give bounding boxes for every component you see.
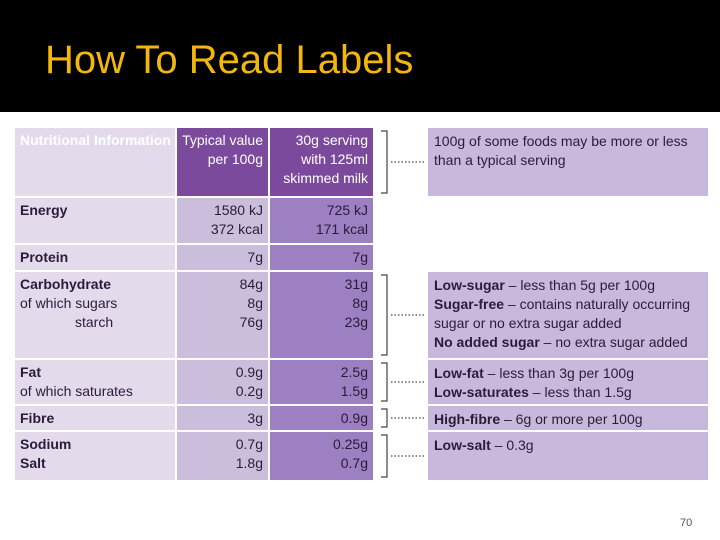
note-text: – less than 5g per 100g xyxy=(504,277,656,293)
note-box: Low-salt – 0.3g xyxy=(428,432,708,480)
note-text: – less than 1.5g xyxy=(528,384,632,400)
text-line: 8g xyxy=(352,295,368,311)
text-line: 0.25g xyxy=(332,436,368,452)
note-text: – 0.3g xyxy=(490,437,534,453)
text-line: Salt xyxy=(20,455,46,471)
bracket xyxy=(381,274,388,356)
value-cell: 3g xyxy=(177,406,268,430)
text-line: 1.5g xyxy=(340,383,368,399)
text-line: than a typical serving xyxy=(434,152,566,168)
header-cell: 30g serving with 125ml skimmed milk xyxy=(270,128,373,196)
note-text: – less than 3g per 100g xyxy=(483,365,634,381)
row-label: Energy xyxy=(15,198,175,243)
text-line: of which saturates xyxy=(20,383,133,399)
value-cell: 725 kJ 171 kcal xyxy=(270,198,373,243)
row-label: Fibre xyxy=(15,406,175,430)
note-box: 100g of some foods may be more or less th… xyxy=(428,128,708,196)
text-line: with 125ml xyxy=(301,151,368,167)
value-cell: 31g 8g 23g xyxy=(270,272,373,358)
text-line: 8g xyxy=(247,295,263,311)
text-line: 0.9g xyxy=(235,364,263,380)
text-line: Fibre xyxy=(20,410,55,426)
note-term: No added sugar xyxy=(434,334,540,350)
text-line: 171 kcal xyxy=(315,221,368,237)
text-line: No added sugar – no extra sugar added xyxy=(434,333,702,352)
text-line: skimmed milk xyxy=(283,170,368,186)
text-line: High-fibre – 6g or more per 100g xyxy=(434,410,702,429)
text-line: Fat xyxy=(20,364,41,380)
header-cell: Nutritional Information xyxy=(15,128,175,196)
header-band xyxy=(0,0,720,112)
text-line: sugar or no extra sugar added xyxy=(434,315,622,331)
text-line: Carbohydrate xyxy=(20,276,112,292)
note-term: Low-fat xyxy=(434,365,484,381)
value-cell: 0.9g 0.2g xyxy=(177,360,268,404)
text-line: Nutritional Information xyxy=(20,132,171,148)
text-line: 1580 kJ xyxy=(213,202,263,218)
text-line: 725 kJ xyxy=(326,202,368,218)
text-line: 1.8g xyxy=(235,455,263,471)
page-number: 70 xyxy=(680,517,693,529)
value-cell: 2.5g 1.5g xyxy=(270,360,373,404)
text-line: Sugar-free – contains naturally occurrin… xyxy=(434,295,702,314)
text-line: 0.7g xyxy=(235,436,263,452)
note-text: – 6g or more per 100g xyxy=(500,411,643,427)
value-cell: 0.25g 0.7g xyxy=(270,432,373,480)
note-term: Low-saturates xyxy=(434,384,529,400)
bracket xyxy=(381,434,388,478)
text-line: Energy xyxy=(20,202,68,218)
text-line: of which sugars xyxy=(20,295,118,311)
row-label: Sodium Salt xyxy=(15,432,175,480)
text-line: 3g xyxy=(247,410,263,426)
text-line: 2.5g xyxy=(340,364,368,380)
value-cell: 84g 8g 76g xyxy=(177,272,268,358)
text-line: Low-salt – 0.3g xyxy=(434,436,702,455)
text-line: Low-fat – less than 3g per 100g xyxy=(434,364,702,383)
header-cell: Typical value per 100g xyxy=(177,128,268,196)
text-line: Typical value xyxy=(182,132,263,148)
text-line: 23g xyxy=(344,314,368,330)
note-term: High-fibre xyxy=(434,411,501,427)
note-term: Low-sugar xyxy=(434,277,505,293)
bracket xyxy=(381,362,388,402)
text-line: 7g xyxy=(352,249,368,265)
slide-title: How To Read Labels xyxy=(45,38,414,82)
value-cell: 0.7g 1.8g xyxy=(177,432,268,480)
text-line: Sodium xyxy=(20,436,72,452)
text-line: 372 kcal xyxy=(210,221,263,237)
value-cell: 0.9g xyxy=(270,406,373,430)
text-line: 100g of some foods may be more or less xyxy=(434,133,688,149)
row-label: Protein xyxy=(15,245,175,270)
text-line: Low-saturates – less than 1.5g xyxy=(434,383,702,402)
text-line: 30g serving xyxy=(295,132,368,148)
bracket xyxy=(381,130,388,194)
note-text: – contains naturally occurring xyxy=(504,296,691,312)
note-text: – no extra sugar added xyxy=(539,334,688,350)
value-cell: 7g xyxy=(270,245,373,270)
note-box: Low-fat – less than 3g per 100g Low-satur… xyxy=(428,360,708,404)
text-line: 84g xyxy=(239,276,263,292)
text-line: 76g xyxy=(239,314,263,330)
bracket xyxy=(381,408,388,428)
text-line: Low-sugar – less than 5g per 100g xyxy=(434,276,702,295)
text-line: per 100g xyxy=(207,151,263,167)
text-line: 7g xyxy=(247,249,263,265)
text-line: Protein xyxy=(20,249,69,265)
text-line: starch xyxy=(75,314,114,330)
text-line: 0.9g xyxy=(340,410,368,426)
value-cell: 7g xyxy=(177,245,268,270)
text-line: 31g xyxy=(344,276,368,292)
note-box: High-fibre – 6g or more per 100g xyxy=(428,406,708,430)
row-label: Fat of which saturates xyxy=(15,360,175,404)
value-cell: 1580 kJ 372 kcal xyxy=(177,198,268,243)
note-term: Low-salt xyxy=(434,437,491,453)
text-line: 0.7g xyxy=(340,455,368,471)
note-term: Sugar-free xyxy=(434,296,505,312)
note-box: Low-sugar – less than 5g per 100g Sugar-f… xyxy=(428,272,708,358)
text-line: 0.2g xyxy=(235,383,263,399)
row-label: Carbohydrate of which sugars starch xyxy=(15,272,175,358)
